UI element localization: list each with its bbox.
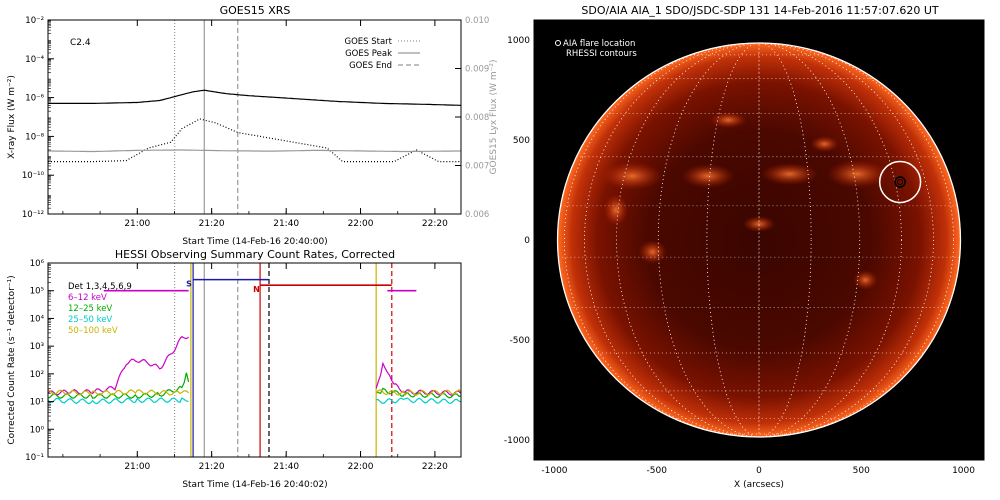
active-region-glow	[603, 194, 629, 226]
x-tick-label: 500	[853, 466, 870, 476]
flare-location-circle	[878, 160, 922, 204]
goes-xrs-panel: GOES15 XRS 21:00 21:20 21:40 22:00 22:20 10⁻²…	[7, 4, 499, 247]
y-right-tick-label: 0.010	[465, 16, 489, 26]
y-tick-label: 10⁻⁶	[25, 94, 44, 104]
hessi-xlabel: Start Time (14-Feb-16 20:40:02)	[182, 480, 327, 490]
y-tick-label: 0	[524, 236, 530, 246]
hessi-panel: HESSI Observing Summary Count Rates, Cor…	[7, 248, 462, 490]
active-region-glow	[853, 270, 878, 290]
y-tick-label: 10¹	[30, 398, 44, 408]
y-tick-label: 10⁻⁴	[25, 55, 44, 65]
active-region-glow	[709, 112, 747, 128]
hessi-ylabel: Corrected Count Rate (s⁻¹ detector⁻¹)	[7, 275, 17, 444]
x-tick-label: 21:40	[273, 462, 299, 472]
y-tick-label: -1000	[504, 436, 530, 446]
legend-label-12-25-kev: 12–25 keV	[68, 304, 112, 314]
series-line-50-100-kev	[375, 388, 461, 397]
y-tick-label: 10⁵	[30, 287, 44, 297]
series-line-long	[48, 89, 461, 106]
goes-ylabel: X-ray Flux (W m⁻²)	[7, 75, 17, 159]
y-tick-label: 10⁻¹²	[22, 210, 44, 220]
hessi-title: HESSI Observing Summary Count Rates, Cor…	[115, 248, 395, 261]
state-bar-label: N	[253, 285, 260, 294]
legend-label-6-12-kev: 6–12 keV	[68, 293, 107, 303]
legend-flare-symbol	[555, 40, 561, 46]
legend-label-50-100-kev: 50–100 keV	[68, 326, 118, 336]
x-tick-label: 21:00	[124, 462, 150, 472]
legend-label: AIA flare location	[563, 39, 635, 49]
y-right-tick-label: 0.006	[465, 210, 489, 220]
x-tick-label: -1000	[541, 466, 567, 476]
x-tick-label: 1000	[952, 466, 975, 476]
longitude-gridline	[584, 42, 934, 438]
x-tick-label: 22:00	[348, 462, 374, 472]
x-tick-label: 21:20	[199, 462, 225, 472]
goes-ylabel-right: GOES15 Lyx Flux (W m⁻²)	[489, 60, 499, 175]
y-tick-label: 10⁴	[30, 314, 45, 324]
y-tick-label: 10⁻⁸	[25, 132, 44, 142]
y-tick-label: 10³	[30, 342, 44, 352]
legend-label: GOES Peak	[345, 49, 392, 59]
series-line-50-100-kev	[48, 389, 189, 397]
active-region-glow	[742, 216, 776, 232]
series-line-25-50-kev	[48, 397, 189, 405]
y-tick-label: -500	[510, 336, 531, 346]
hessi-plot-frame	[47, 262, 462, 458]
longitude-gridline	[616, 42, 902, 438]
active-region-glow	[761, 163, 819, 185]
rhessi-contour	[894, 176, 906, 188]
y-tick-label: 10²	[30, 370, 44, 380]
y-tick-label: 10⁻²	[25, 16, 44, 26]
aia-image-panel: SDO/AIA AIA_1 SDO/JSDC-SDP 131 14-Feb-20…	[504, 4, 985, 490]
legend-label-25-50-kev: 25–50 keV	[68, 315, 112, 325]
y-right-tick-label: 0.008	[465, 113, 489, 123]
x-tick-label: 21:00	[124, 219, 150, 229]
x-tick-label: 22:00	[348, 219, 374, 229]
x-tick-label: 21:40	[273, 219, 299, 229]
active-region-glow	[681, 164, 735, 188]
aia-title: SDO/AIA AIA_1 SDO/JSDC-SDP 131 14-Feb-20…	[581, 4, 938, 17]
series-line-25-50-kev	[376, 397, 461, 404]
active-region-glow	[810, 136, 839, 152]
goes-annotation: C2.4	[70, 38, 91, 48]
x-tick-label: 21:20	[199, 219, 225, 229]
y-tick-label: 10⁶	[30, 259, 45, 269]
goes-xlabel: Start Time (14-Feb-16 20:40:00)	[182, 237, 327, 247]
y-right-tick-label: 0.007	[465, 162, 489, 172]
y-tick-label: 10⁰	[30, 425, 45, 435]
series-line-6-12-kev	[375, 361, 461, 396]
x-tick-label: -500	[647, 466, 668, 476]
rhessi-contour	[897, 179, 904, 185]
active-region-glow	[826, 160, 888, 188]
legend-label: GOES Start	[344, 37, 392, 47]
y-tick-label: 1000	[507, 36, 530, 46]
legend-title: Det 1,3,4,5,6,9	[68, 282, 132, 292]
longitude-gridline	[564, 42, 954, 438]
x-tick-label: 22:20	[422, 462, 448, 472]
aia-xlabel: X (arcsecs)	[734, 480, 784, 490]
goes-plot-frame	[47, 19, 462, 215]
longitude-gridline	[657, 42, 861, 438]
active-region-glow	[601, 162, 663, 190]
series-line-6-12-kev	[48, 335, 189, 396]
y-tick-label: 10⁻¹⁰	[22, 171, 45, 181]
series-line-lyman	[48, 149, 461, 153]
goes-title: GOES15 XRS	[220, 4, 291, 17]
y-right-tick-label: 0.009	[465, 65, 489, 75]
y-tick-label: 10⁻¹	[25, 453, 44, 463]
state-bar-label: S	[186, 280, 192, 289]
y-tick-label: 500	[513, 136, 530, 146]
goes-legend: GOES Start GOES Peak GOES End	[344, 37, 420, 71]
legend-label: GOES End	[349, 61, 392, 71]
active-region-glow	[638, 240, 667, 264]
x-tick-label: 0	[756, 466, 762, 476]
legend-label: RHESSI contours	[566, 49, 637, 59]
series-line-short	[48, 118, 461, 163]
x-tick-label: 22:20	[422, 219, 448, 229]
series-line-12-25-kev	[48, 372, 190, 399]
